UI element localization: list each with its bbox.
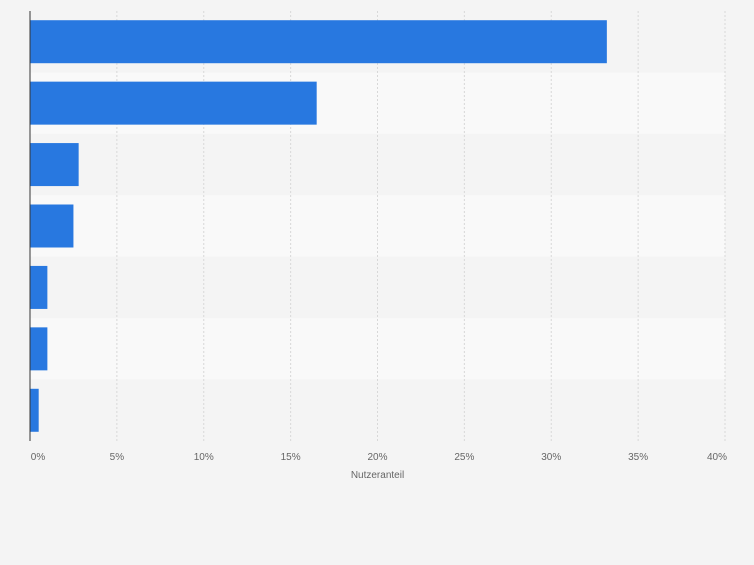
x-tick-label: 20% <box>367 452 387 463</box>
bar <box>30 265 48 309</box>
bar <box>30 204 74 248</box>
bar <box>30 81 317 125</box>
bar <box>30 20 607 64</box>
x-tick-label: 35% <box>628 452 648 463</box>
bar <box>30 327 48 371</box>
x-tick-label: 5% <box>110 452 125 463</box>
x-tick-label: 10% <box>194 452 214 463</box>
x-tick-label: 0% <box>31 452 46 463</box>
x-tick-label: 25% <box>454 452 474 463</box>
bar <box>30 143 79 187</box>
x-tick-label: 30% <box>541 452 561 463</box>
x-axis-label: Nutzeranteil <box>351 470 404 481</box>
row-band <box>30 195 725 257</box>
row-band <box>30 379 725 441</box>
x-tick-label: 40% <box>707 452 727 463</box>
bar <box>30 388 39 432</box>
x-tick-label: 15% <box>281 452 301 463</box>
bars <box>30 20 607 432</box>
x-tick-labels: 0% 5% 10% 15% 20% 25% 30% 35% 40% <box>31 452 727 463</box>
